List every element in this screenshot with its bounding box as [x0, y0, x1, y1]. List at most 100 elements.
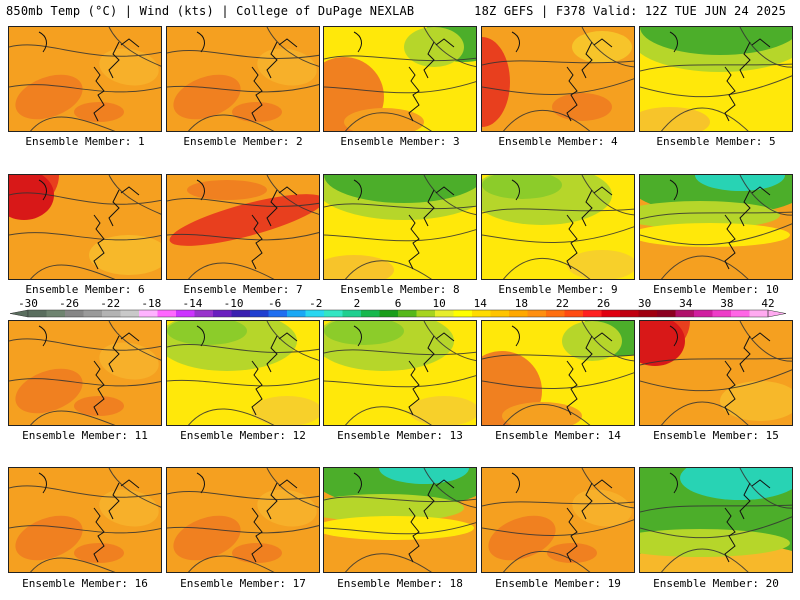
- colorbar-swatch: [250, 310, 269, 317]
- ensemble-caption-17: Ensemble Member: 17: [180, 577, 306, 590]
- ensemble-map-17: [166, 467, 320, 573]
- ensemble-caption-3: Ensemble Member: 3: [340, 135, 460, 148]
- colorbar-swatch: [65, 310, 84, 317]
- colorbar-swatch: [490, 310, 510, 317]
- ensemble-map-8: [323, 174, 477, 280]
- temperature-field: [167, 175, 319, 279]
- colorbar-swatch: [324, 310, 343, 317]
- colorbar-swatch: [749, 310, 769, 317]
- colorbar-swatch: [157, 310, 177, 317]
- temperature-field: [640, 175, 792, 279]
- ensemble-caption-2: Ensemble Member: 2: [183, 135, 303, 148]
- colorbar-tick-label: -18: [141, 297, 161, 310]
- ensemble-map-13: [323, 320, 477, 426]
- colorbar-swatch: [509, 310, 528, 317]
- colorbar-swatch: [268, 310, 288, 317]
- colorbar-swatch: [213, 310, 232, 317]
- colorbar-tick-label: -10: [224, 297, 244, 310]
- temperature-field: [640, 321, 792, 425]
- header-valid-time: 18Z GEFS | F378 Valid: 12Z TUE JUN 24 20…: [474, 4, 786, 18]
- colorbar-tick-label: 34: [679, 297, 693, 310]
- colorbar-swatch: [305, 310, 325, 317]
- colorbar-tick-label: 30: [638, 297, 651, 310]
- temperature-field: [167, 27, 319, 131]
- colorbar-swatch: [398, 310, 417, 317]
- colorbar-tick-label: -26: [59, 297, 79, 310]
- colorbar-swatch: [638, 310, 658, 317]
- ensemble-caption-7: Ensemble Member: 7: [183, 283, 303, 296]
- colorbar-swatch: [657, 310, 676, 317]
- ensemble-caption-12: Ensemble Member: 12: [180, 429, 306, 442]
- colorbar-swatch: [564, 310, 584, 317]
- temperature-field: [640, 468, 792, 572]
- ensemble-caption-10: Ensemble Member: 10: [653, 283, 779, 296]
- ensemble-caption-14: Ensemble Member: 14: [495, 429, 621, 442]
- ensemble-caption-5: Ensemble Member: 5: [656, 135, 776, 148]
- ensemble-map-2: [166, 26, 320, 132]
- colorbar-tick-label: 18: [515, 297, 528, 310]
- colorbar-swatch: [731, 310, 750, 317]
- temperature-field: [9, 175, 161, 279]
- colorbar-swatch: [231, 310, 251, 317]
- colorbar-tick-label: -14: [183, 297, 203, 310]
- temperature-field: [482, 468, 634, 572]
- ensemble-caption-1: Ensemble Member: 1: [25, 135, 145, 148]
- colorbar-swatch: [287, 310, 306, 317]
- ensemble-map-7: [166, 174, 320, 280]
- ensemble-map-1: [8, 26, 162, 132]
- ensemble-map-4: [481, 26, 635, 132]
- colorbar-tick-label: 26: [597, 297, 610, 310]
- ensemble-caption-15: Ensemble Member: 15: [653, 429, 779, 442]
- temperature-field: [324, 175, 476, 279]
- colorbar-swatch: [453, 310, 473, 317]
- colorbar-tick-label: 14: [474, 297, 488, 310]
- ensemble-map-3: [323, 26, 477, 132]
- ensemble-map-9: [481, 174, 635, 280]
- colorbar-swatch: [675, 310, 695, 317]
- ensemble-caption-11: Ensemble Member: 11: [22, 429, 148, 442]
- colorbar-swatch: [139, 310, 158, 317]
- ensemble-map-15: [639, 320, 793, 426]
- ensemble-caption-20: Ensemble Member: 20: [653, 577, 779, 590]
- colorbar-tick-label: 10: [432, 297, 445, 310]
- ensemble-caption-4: Ensemble Member: 4: [498, 135, 618, 148]
- colorbar-swatch: [546, 310, 565, 317]
- colorbar-swatch: [472, 310, 491, 317]
- colorbar-swatch: [361, 310, 380, 317]
- ensemble-map-18: [323, 467, 477, 573]
- ensemble-caption-9: Ensemble Member: 9: [498, 283, 618, 296]
- ensemble-map-20: [639, 467, 793, 573]
- colorbar-swatch: [28, 310, 47, 317]
- temperature-colorbar: -30 -26 -22 -18 -14 -10 -6 -2 2 6 10 14 18 22 26 30 34 38…: [10, 296, 786, 320]
- ensemble-map-10: [639, 174, 793, 280]
- temperature-field: [9, 321, 161, 425]
- colorbar-swatch: [120, 310, 140, 317]
- colorbar-tick-label: 2: [354, 297, 361, 310]
- temperature-field: [482, 27, 634, 131]
- colorbar-arrow-right: [767, 309, 786, 318]
- ensemble-caption-18: Ensemble Member: 18: [337, 577, 463, 590]
- ensemble-caption-13: Ensemble Member: 13: [337, 429, 463, 442]
- temperature-field: [482, 321, 634, 425]
- colorbar-swatch: [83, 310, 103, 317]
- ensemble-map-16: [8, 467, 162, 573]
- colorbar-tick-label: -6: [268, 297, 281, 310]
- temperature-field: [324, 468, 476, 572]
- ensemble-caption-6: Ensemble Member: 6: [25, 283, 145, 296]
- colorbar-tick-label: -22: [100, 297, 120, 310]
- temperature-field: [167, 468, 319, 572]
- ensemble-map-11: [8, 320, 162, 426]
- ensemble-map-12: [166, 320, 320, 426]
- colorbar-swatch: [527, 310, 547, 317]
- colorbar-swatch: [620, 310, 639, 317]
- temperature-field: [324, 321, 476, 425]
- temperature-field: [9, 468, 161, 572]
- colorbar-swatch: [601, 310, 621, 317]
- ensemble-caption-16: Ensemble Member: 16: [22, 577, 148, 590]
- colorbar-swatch: [379, 310, 399, 317]
- temperature-field: [167, 321, 319, 425]
- temperature-field: [9, 27, 161, 131]
- colorbar-tick-label: -30: [18, 297, 38, 310]
- colorbar-swatch: [694, 310, 713, 317]
- temperature-field: [482, 175, 634, 279]
